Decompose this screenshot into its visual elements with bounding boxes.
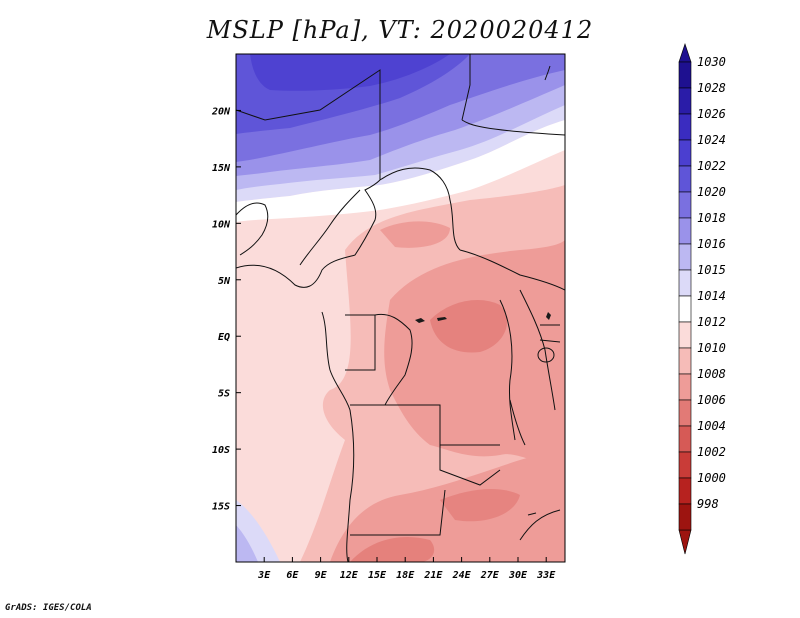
x-axis: 3E 6E 9E 12E 15E 18E 21E 24E 27E 30E 33E [257,557,556,581]
y-axis: 20N 15N 10N 5N EQ 5S 10S 15S [211,106,241,513]
colorbar-label: 1012 [697,315,726,329]
chart-title: MSLP [hPa], VT: 2020020412 [206,16,594,44]
colorbar-swatch [678,321,692,349]
colorbar-label: 998 [697,497,719,511]
colorbar-swatch [678,399,692,427]
colorbar-swatch [678,113,692,141]
colorbar-swatch [678,269,692,297]
colorbar-label: 1000 [697,471,726,485]
colorbar-swatch [678,451,692,479]
x-tick-label: 24E [452,570,472,581]
colorbar-label: 1024 [697,133,726,147]
colorbar-swatch [678,165,692,193]
colorbar-label: 1020 [697,185,726,199]
y-tick-label: 10S [212,445,230,456]
colorbar-top-arrow [678,43,692,63]
colorbar-label: 1018 [697,211,726,225]
colorbar-label: 1030 [697,55,726,69]
colorbar-label: 1008 [697,367,726,381]
x-tick-label: 9E [315,570,328,581]
x-tick-label: 12E [340,570,359,581]
colorbar-swatch [678,87,692,115]
y-tick-label: 20N [211,106,231,117]
country-borders [236,54,565,562]
colorbar-swatch [678,217,692,245]
colorbar-swatch [678,139,692,167]
y-tick-label: 15S [212,502,230,513]
colorbar-bottom-arrow [678,529,692,555]
colorbar-swatch [678,347,692,375]
x-tick-label: 18E [396,570,415,581]
colorbar-swatch [678,477,692,505]
y-tick-label: 15N [212,163,231,174]
y-tick-label: EQ [218,332,230,343]
colorbar-label: 1002 [697,445,726,459]
colorbar-swatch [678,503,692,531]
y-tick-label: 5S [218,389,230,400]
colorbar-label: 1004 [697,419,726,433]
pressure-field [236,54,565,562]
colorbar-label: 1022 [697,159,726,173]
colorbar-label: 1026 [697,107,726,121]
colorbar-swatch [678,61,692,89]
y-tick-label: 10N [212,219,231,230]
y-tick-label: 5N [218,276,231,287]
colorbar-label: 1010 [697,341,726,355]
x-tick-label: 27E [480,570,500,581]
colorbar-swatch [678,191,692,219]
x-tick-label: 33E [536,570,556,581]
x-tick-label: 30E [508,570,528,581]
colorbar-label: 1016 [697,237,726,251]
colorbar-label: 1028 [697,81,726,95]
x-tick-label: 3E [257,570,271,581]
x-tick-label: 15E [368,570,387,581]
colorbar-swatch [678,243,692,271]
color-bar: 1030 1028 1026 1024 1022 1020 1018 1016 1015 1014… [678,43,726,555]
x-tick-label: 6E [286,570,299,581]
colorbar-swatch [678,295,692,323]
map-frame [235,53,566,563]
x-tick-label: 21E [423,570,443,581]
colorbar-swatch [678,425,692,453]
colorbar-label: 1014 [697,289,726,303]
colorbar-label: 1015 [697,263,726,277]
colorbar-label: 1006 [697,393,726,407]
colorbar-swatch [678,373,692,401]
grads-credit: GrADS: IGES/COLA [5,603,92,613]
